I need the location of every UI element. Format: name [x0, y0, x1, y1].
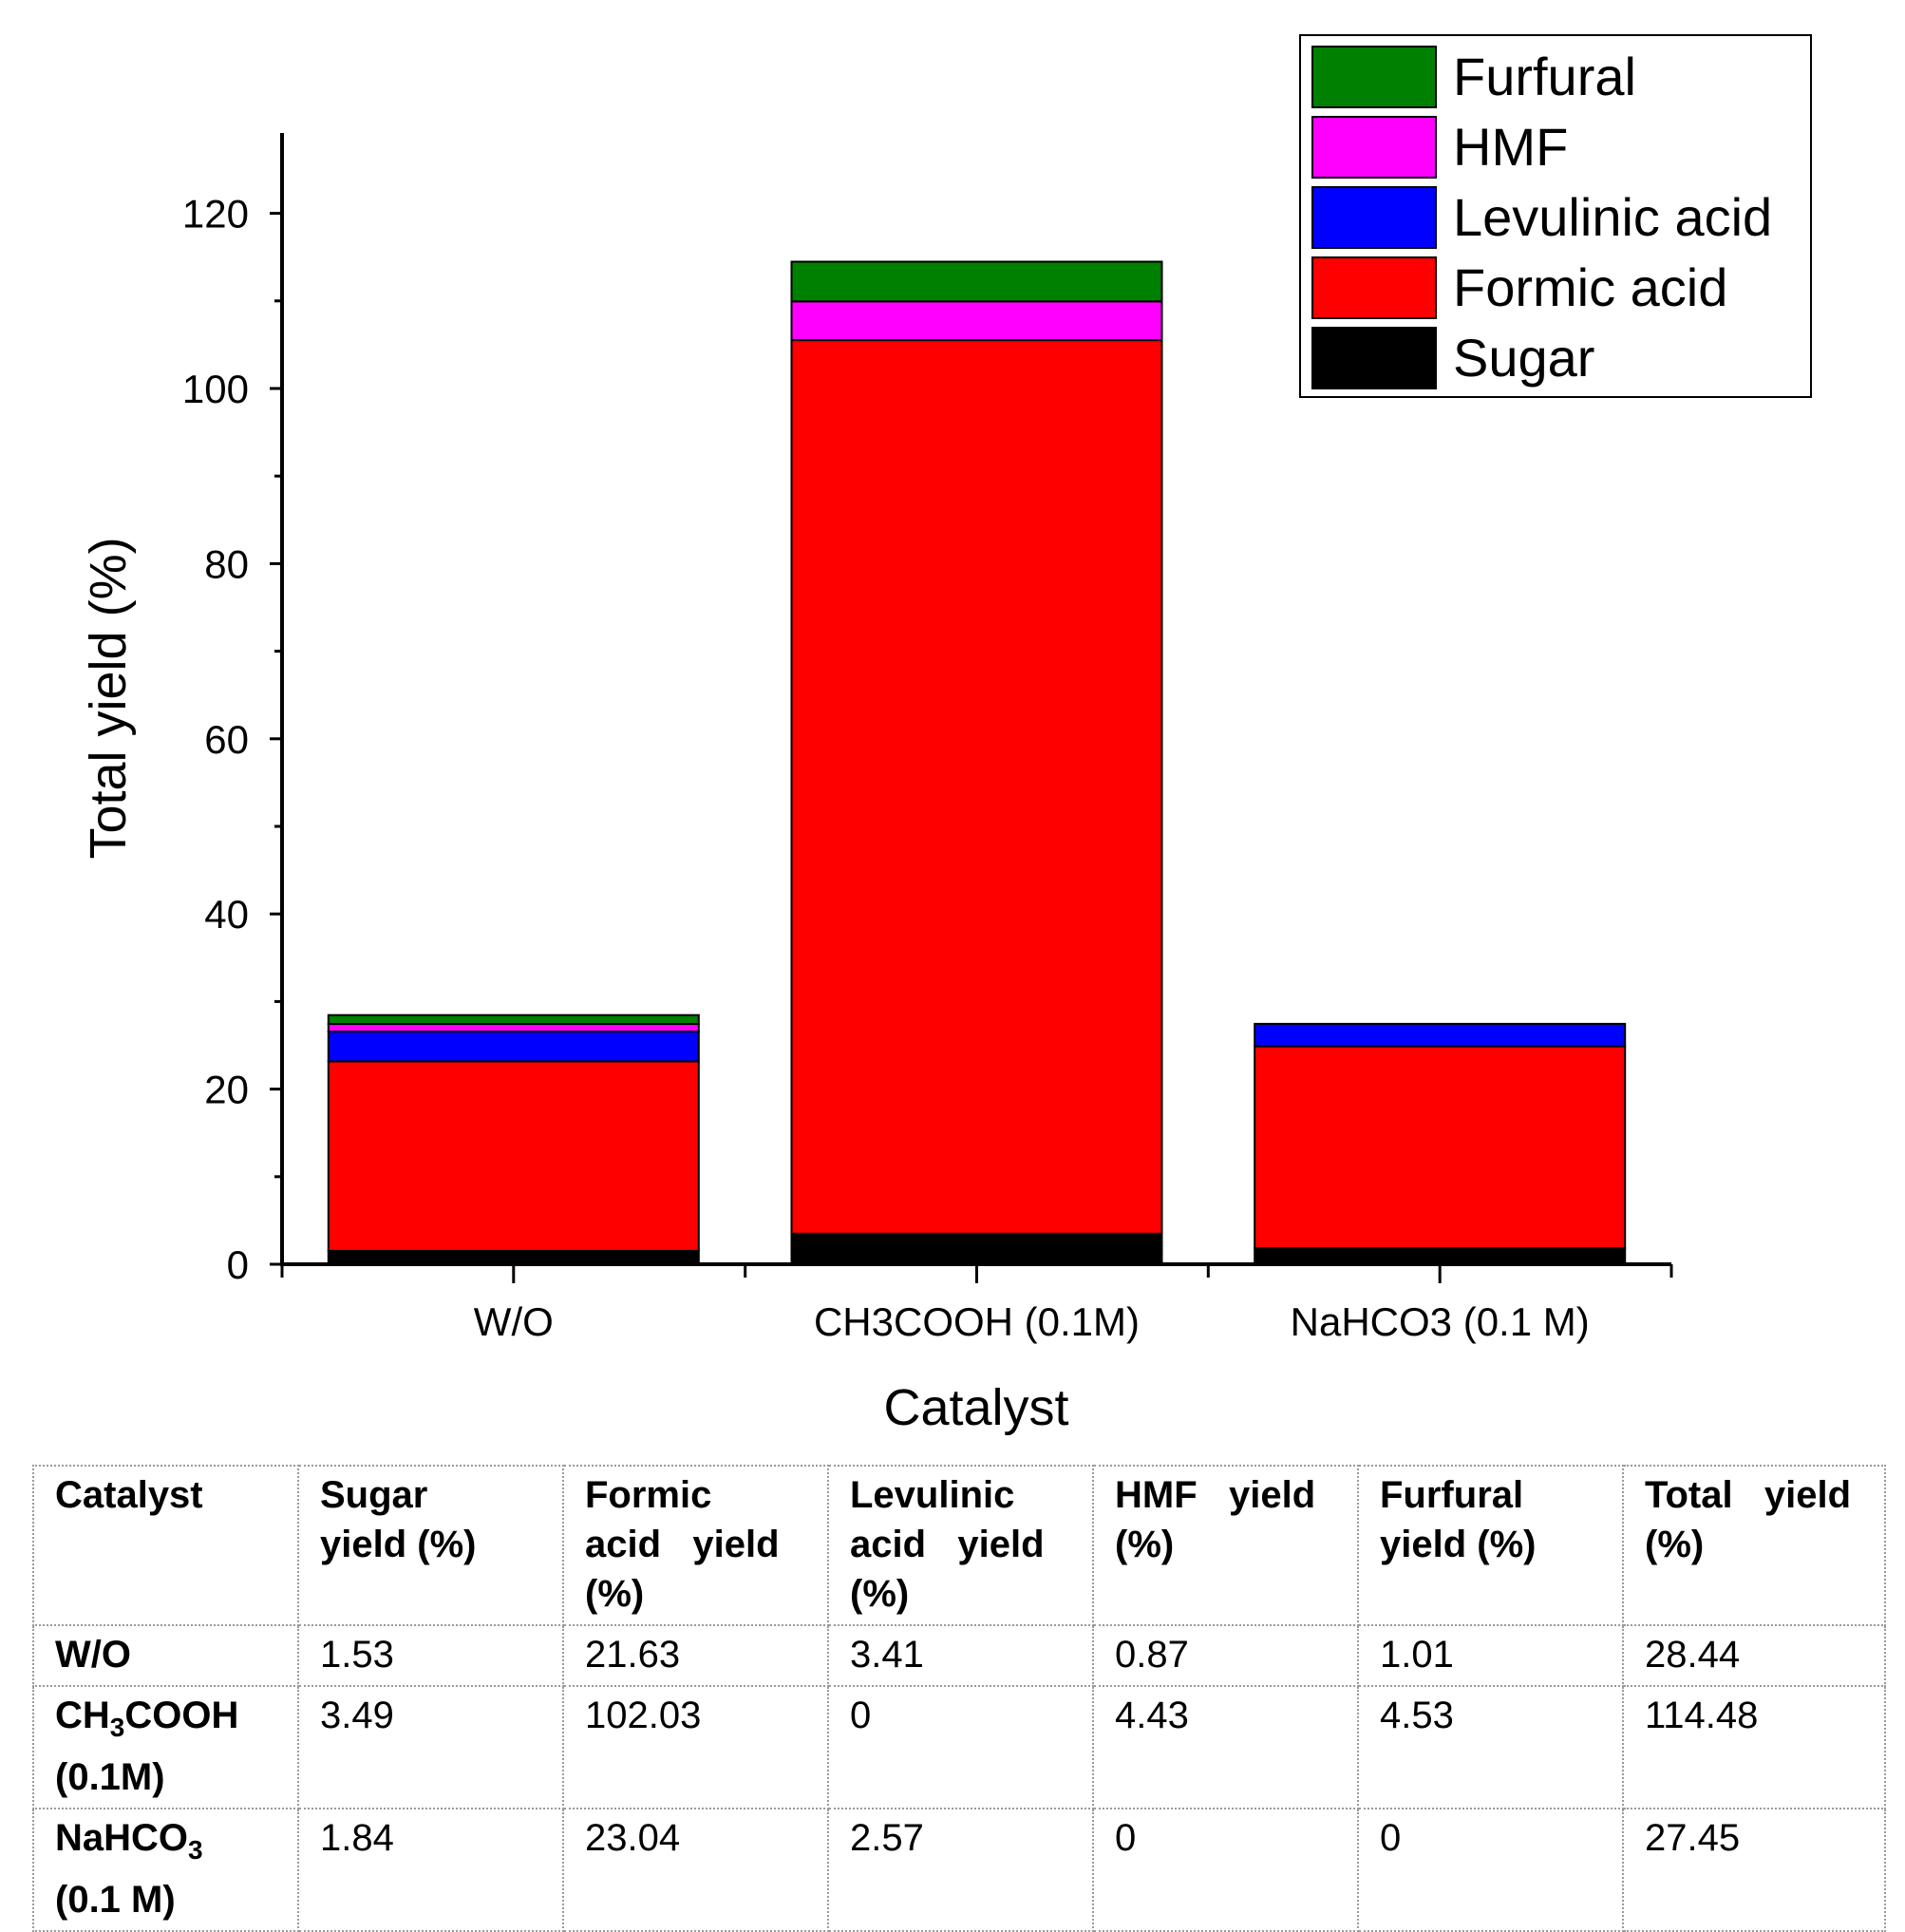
y-ticks-layer: 0 20 40 60 80 100 120 [182, 192, 282, 1287]
y-tick-label: 20 [204, 1068, 249, 1112]
legend-swatch-levulinic-acid [1311, 186, 1437, 249]
header-total-yield: Total yield (%) [1622, 1465, 1886, 1626]
cell-formic-acid: 102.03 [562, 1685, 829, 1809]
header-sugar-yield: Sugar yield (%) [297, 1465, 564, 1626]
x-tick-label: W/O [474, 1299, 554, 1344]
cell-total: 27.45 [1622, 1808, 1886, 1932]
bars-layer [327, 260, 1627, 1266]
legend-swatch-sugar [1311, 327, 1437, 389]
legend-label-formic-acid: Formic acid [1453, 257, 1727, 317]
x-axis-title: Catalyst [883, 1379, 1068, 1436]
cell-sugar: 1.84 [297, 1808, 564, 1932]
y-tick-label: 80 [204, 541, 249, 586]
cell-hmf: 0 [1092, 1808, 1359, 1932]
cell-furfural: 0 [1357, 1808, 1624, 1932]
header-formic-acid-yield: Formic acid yield (%) [562, 1465, 829, 1626]
cell-hmf: 0.87 [1092, 1624, 1359, 1687]
cell-levulinic-acid: 2.57 [827, 1808, 1094, 1932]
bar-levulinic-acid-w-o [327, 1031, 700, 1063]
yield-table: Catalyst Sugar yield (%) Formic acid yield… [32, 1465, 1886, 1932]
row-catalyst: W/O [32, 1624, 299, 1687]
bar-sugar-nahco3-0-1-m [1254, 1247, 1627, 1265]
legend-swatch-formic-acid [1311, 256, 1437, 319]
legend-swatch-furfural [1311, 46, 1437, 108]
legend-label-levulinic-acid: Levulinic acid [1453, 187, 1772, 247]
bar-levulinic-acid-nahco3-0-1-m [1254, 1022, 1627, 1048]
bar-hmf-w-o [327, 1023, 700, 1032]
x-tick-label: NaHCO3 (0.1 M) [1291, 1299, 1590, 1344]
bar-sugar-w-o [327, 1249, 700, 1266]
cell-total: 114.48 [1622, 1685, 1886, 1809]
cell-furfural: 1.01 [1357, 1624, 1624, 1687]
y-tick-label: 120 [182, 192, 249, 237]
table-header-row: Catalyst Sugar yield (%) Formic acid yield… [32, 1465, 1886, 1626]
cell-total: 28.44 [1622, 1624, 1886, 1687]
legend: Furfural HMF Levulinic acid Formic acid Suga… [1299, 34, 1812, 398]
bar-furfural-w-o [327, 1013, 700, 1025]
cell-levulinic-acid: 0 [827, 1685, 1094, 1809]
y-tick-label: 100 [182, 367, 249, 411]
bar-furfural-ch3cooh-0-1m [790, 260, 1163, 303]
bar-sugar-ch3cooh-0-1m [790, 1232, 1163, 1266]
row-catalyst: CH3COOH (0.1M) [32, 1685, 299, 1809]
cell-levulinic-acid: 3.41 [827, 1624, 1094, 1687]
table-row: W/O 1.53 21.63 3.41 0.87 1.01 28.44 [32, 1624, 1886, 1687]
y-tick-label: 0 [227, 1242, 249, 1287]
y-tick-label: 40 [204, 892, 249, 937]
cell-hmf: 4.43 [1092, 1685, 1359, 1809]
legend-label-hmf: HMF [1453, 117, 1568, 177]
header-hmf-yield: HMF yield (%) [1092, 1465, 1359, 1626]
cell-sugar: 1.53 [297, 1624, 564, 1687]
table-row: NaHCO3 (0.1 M) 1.84 23.04 2.57 0 0 27.45 [32, 1808, 1886, 1932]
header-catalyst: Catalyst [32, 1465, 299, 1626]
cell-furfural: 4.53 [1357, 1685, 1624, 1809]
legend-swatch-hmf [1311, 116, 1437, 179]
y-axis-title: Total yield (%) [80, 537, 137, 859]
legend-label-furfural: Furfural [1453, 47, 1636, 106]
stacked-bar-chart: 0 20 40 60 80 100 120 W/O CH3COOH (0.1M) NaHCO3 … [80, 34, 1812, 1436]
bar-formic-acid-ch3cooh-0-1m [790, 339, 1163, 1235]
row-catalyst: NaHCO3 (0.1 M) [32, 1808, 299, 1932]
bar-formic-acid-w-o [327, 1060, 700, 1252]
header-furfural-yield: Furfural yield (%) [1357, 1465, 1624, 1626]
cell-formic-acid: 21.63 [562, 1624, 829, 1687]
y-tick-label: 60 [204, 717, 249, 762]
table-row: CH3COOH (0.1M) 3.49 102.03 0 4.43 4.53 11… [32, 1685, 1886, 1809]
cell-sugar: 3.49 [297, 1685, 564, 1809]
bar-formic-acid-nahco3-0-1-m [1254, 1045, 1627, 1249]
bar-hmf-ch3cooh-0-1m [790, 300, 1163, 342]
header-levulinic-acid-yield: Levulinic acid yield (%) [827, 1465, 1094, 1626]
x-ticks-layer: W/O CH3COOH (0.1M) NaHCO3 (0.1 M) [280, 1264, 1673, 1344]
legend-label-sugar: Sugar [1453, 328, 1594, 388]
x-tick-label: CH3COOH (0.1M) [814, 1299, 1140, 1344]
cell-formic-acid: 23.04 [562, 1808, 829, 1932]
